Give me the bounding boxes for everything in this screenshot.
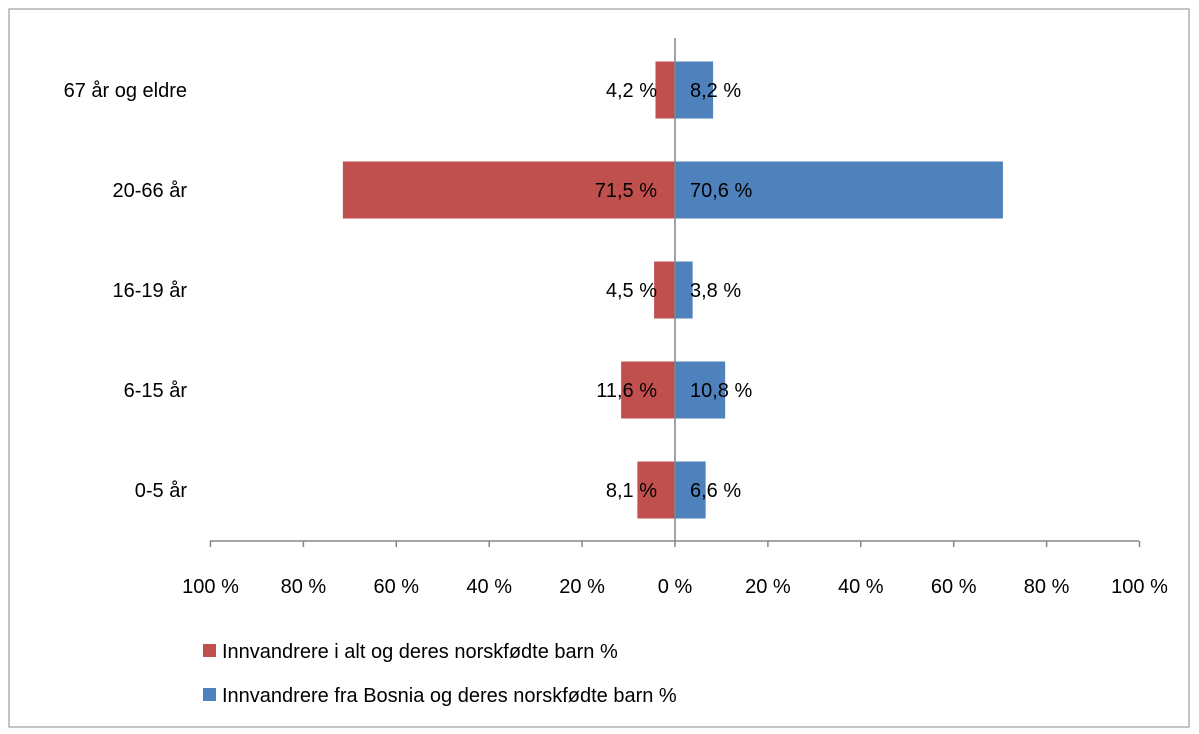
legend-swatch xyxy=(203,644,216,657)
x-tick-label: 20 % xyxy=(745,576,791,598)
legend-label: Innvandrere fra Bosnia og deres norskfød… xyxy=(222,685,677,707)
category-label: 16-19 år xyxy=(113,280,188,302)
data-labels: 4,2 % 71,5 % 4,5 % 11,6 % 8,1 % 8,2 % 70,6 % 3,… xyxy=(595,80,753,502)
x-tick-label: 0 % xyxy=(658,576,693,598)
category-labels: 67 år og eldre 20-66 år 16-19 år 6-15 år 0-5… xyxy=(64,80,188,502)
chart-border xyxy=(8,8,1190,728)
data-label-right: 70,6 % xyxy=(690,180,752,202)
bar-right xyxy=(675,61,714,119)
x-tick-label: 80 % xyxy=(1024,576,1070,598)
data-label-left: 11,6 % xyxy=(596,380,657,402)
category-label: 20-66 år xyxy=(113,180,188,202)
bar-left xyxy=(637,461,675,519)
x-tick-label: 40 % xyxy=(466,576,512,598)
x-tick-label: 100 % xyxy=(1111,576,1168,598)
data-label-left: 8,1 % xyxy=(606,480,657,502)
bar-left xyxy=(654,261,675,319)
x-tick-label: 20 % xyxy=(559,576,605,598)
category-label: 6-15 år xyxy=(124,380,188,402)
x-tick-label: 60 % xyxy=(931,576,977,598)
axes xyxy=(209,38,1141,547)
legend: Innvandrere i alt og deres norskfødte ba… xyxy=(203,641,677,707)
data-label-left: 71,5 % xyxy=(595,180,657,202)
data-label-right: 6,6 % xyxy=(690,480,741,502)
data-label-right: 3,8 % xyxy=(690,280,741,302)
bar-right xyxy=(675,461,706,519)
bar-right xyxy=(675,261,693,319)
bar-left xyxy=(621,361,675,419)
tick-labels: 100 % 80 % 60 % 40 % 20 % 0 % 20 % 40 % 60 % 80 %… xyxy=(182,576,1168,598)
x-tick-label: 80 % xyxy=(281,576,327,598)
data-label-left: 4,2 % xyxy=(606,80,657,102)
data-label-right: 10,8 % xyxy=(690,380,752,402)
bar-right xyxy=(675,361,726,419)
bar-right xyxy=(675,161,1003,219)
bar-left xyxy=(342,161,675,219)
bar-left xyxy=(655,61,675,119)
category-label: 0-5 år xyxy=(135,480,188,502)
data-label-right: 8,2 % xyxy=(690,80,741,102)
bars xyxy=(342,61,1003,519)
legend-swatch xyxy=(203,688,216,701)
data-label-left: 4,5 % xyxy=(606,280,657,302)
x-tick-label: 40 % xyxy=(838,576,884,598)
category-label: 67 år og eldre xyxy=(64,80,187,102)
x-tick-label: 100 % xyxy=(182,576,239,598)
x-tick-label: 60 % xyxy=(374,576,420,598)
legend-label: Innvandrere i alt og deres norskfødte ba… xyxy=(222,641,618,663)
